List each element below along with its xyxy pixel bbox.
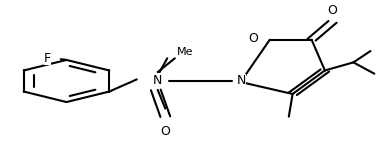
Text: O: O: [249, 32, 258, 45]
Text: Me: Me: [177, 47, 193, 57]
Text: O: O: [160, 125, 170, 138]
Text: O: O: [328, 4, 337, 17]
Text: F: F: [44, 52, 51, 65]
Text: N: N: [153, 75, 162, 87]
Text: N: N: [237, 75, 246, 87]
